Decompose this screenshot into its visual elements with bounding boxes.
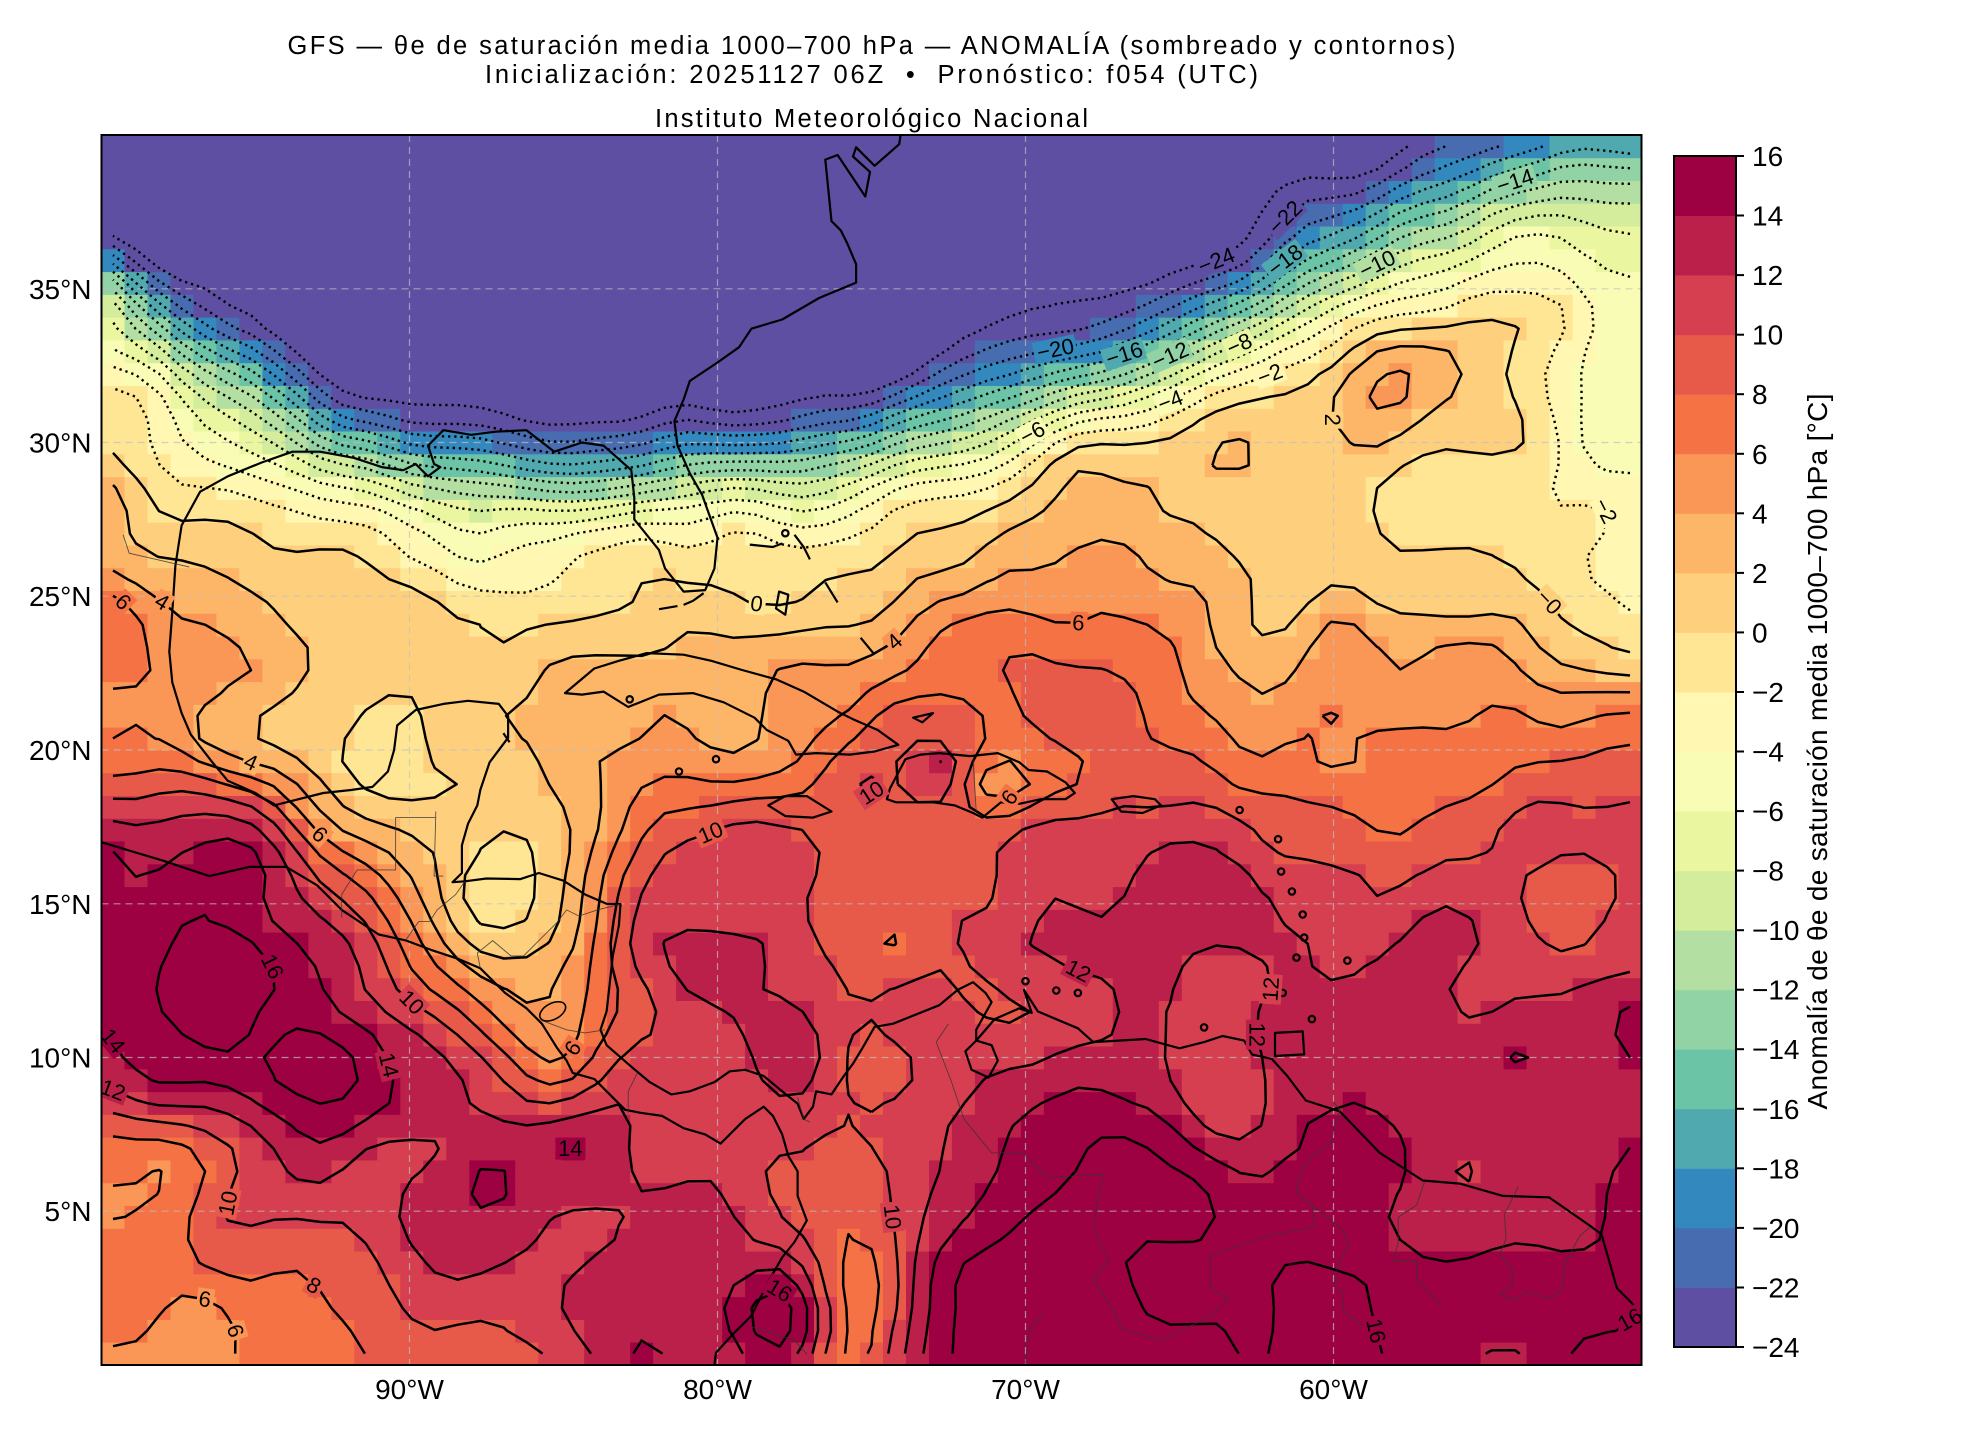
svg-text:6: 6: [197, 1286, 213, 1312]
svg-text:35°N: 35°N: [29, 274, 92, 305]
svg-text:60°W: 60°W: [1299, 1374, 1368, 1405]
svg-text:GFS — θe de saturación media 1: GFS — θe de saturación media 1000–700 hP…: [288, 31, 1456, 60]
svg-text:10: 10: [879, 1203, 907, 1230]
svg-text:−6: −6: [1752, 796, 1784, 827]
svg-text:−8: −8: [1752, 856, 1784, 887]
svg-text:6: 6: [1072, 610, 1085, 635]
svg-text:12: 12: [1244, 1022, 1269, 1046]
svg-text:25°N: 25°N: [29, 581, 92, 612]
svg-text:Anomalía de θe de saturación m: Anomalía de θe de saturación media 1000–…: [1802, 394, 1833, 1110]
svg-text:−14: −14: [1752, 1034, 1800, 1065]
svg-text:−2: −2: [1752, 677, 1784, 708]
svg-text:−22: −22: [1752, 1273, 1800, 1304]
svg-text:30°N: 30°N: [29, 428, 92, 459]
svg-text:6: 6: [1752, 439, 1768, 470]
svg-text:20°N: 20°N: [29, 735, 92, 766]
svg-text:−16: −16: [1752, 1094, 1800, 1125]
svg-text:16: 16: [1752, 141, 1783, 172]
svg-text:5°N: 5°N: [45, 1196, 92, 1227]
svg-text:80°W: 80°W: [683, 1374, 752, 1405]
svg-text:0: 0: [749, 590, 765, 616]
svg-text:−24: −24: [1752, 1332, 1800, 1363]
svg-text:70°W: 70°W: [991, 1374, 1060, 1405]
svg-text:14: 14: [374, 1050, 404, 1080]
svg-text:10: 10: [213, 1189, 242, 1218]
svg-text:16: 16: [1361, 1316, 1391, 1345]
svg-text:14: 14: [1752, 201, 1783, 232]
svg-text:14: 14: [558, 1136, 582, 1161]
svg-text:2: 2: [1320, 414, 1345, 426]
svg-text:90°W: 90°W: [375, 1374, 444, 1405]
svg-text:12: 12: [1257, 976, 1284, 1002]
svg-text:8: 8: [1752, 379, 1768, 410]
svg-text:−18: −18: [1752, 1153, 1800, 1184]
svg-text:12: 12: [1752, 260, 1783, 291]
svg-text:4: 4: [1752, 498, 1768, 529]
svg-text:10°N: 10°N: [29, 1043, 92, 1074]
svg-text:−4: −4: [1752, 737, 1784, 768]
svg-text:Instituto Meteorológico Nacion: Instituto Meteorológico Nacional: [655, 105, 1088, 133]
svg-text:Inicialización: 20251127 06Z: Inicialización: 20251127 06Z • Pronóstic…: [485, 61, 1258, 89]
svg-text:−12: −12: [1752, 975, 1800, 1006]
svg-text:0: 0: [1752, 617, 1768, 648]
svg-text:2: 2: [1752, 558, 1768, 589]
svg-text:10: 10: [1752, 320, 1783, 351]
svg-text:−20: −20: [1752, 1213, 1800, 1244]
svg-text:−10: −10: [1752, 915, 1800, 946]
svg-text:15°N: 15°N: [29, 889, 92, 920]
